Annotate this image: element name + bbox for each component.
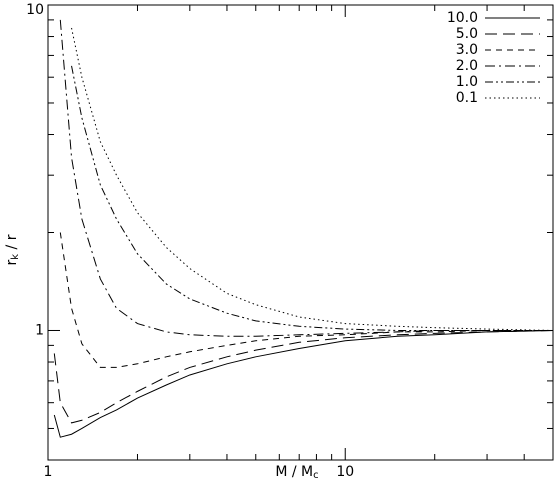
legend-label: 1.0 <box>456 74 478 90</box>
legend-label: 5.0 <box>456 26 478 42</box>
series-line <box>71 65 553 331</box>
legend-label: 10.0 <box>447 10 478 26</box>
y-axis-label: rk / r <box>4 234 21 265</box>
legend-label: 2.0 <box>456 58 478 74</box>
series-line <box>59 232 553 368</box>
legend-label: 0.1 <box>456 90 478 106</box>
series-line <box>71 27 553 331</box>
x-tick-label: 1 <box>44 464 53 478</box>
y-tick-label: 1 <box>35 322 44 338</box>
plot-lines <box>53 19 553 438</box>
series-line <box>53 329 553 438</box>
x-tick-label: 10 <box>336 464 354 478</box>
y-tick-label: 10 <box>26 2 44 18</box>
series-line <box>59 19 553 337</box>
legend-label: 3.0 <box>456 42 478 58</box>
x-axis-label: M / Mc <box>275 464 318 478</box>
series-line <box>53 329 553 424</box>
